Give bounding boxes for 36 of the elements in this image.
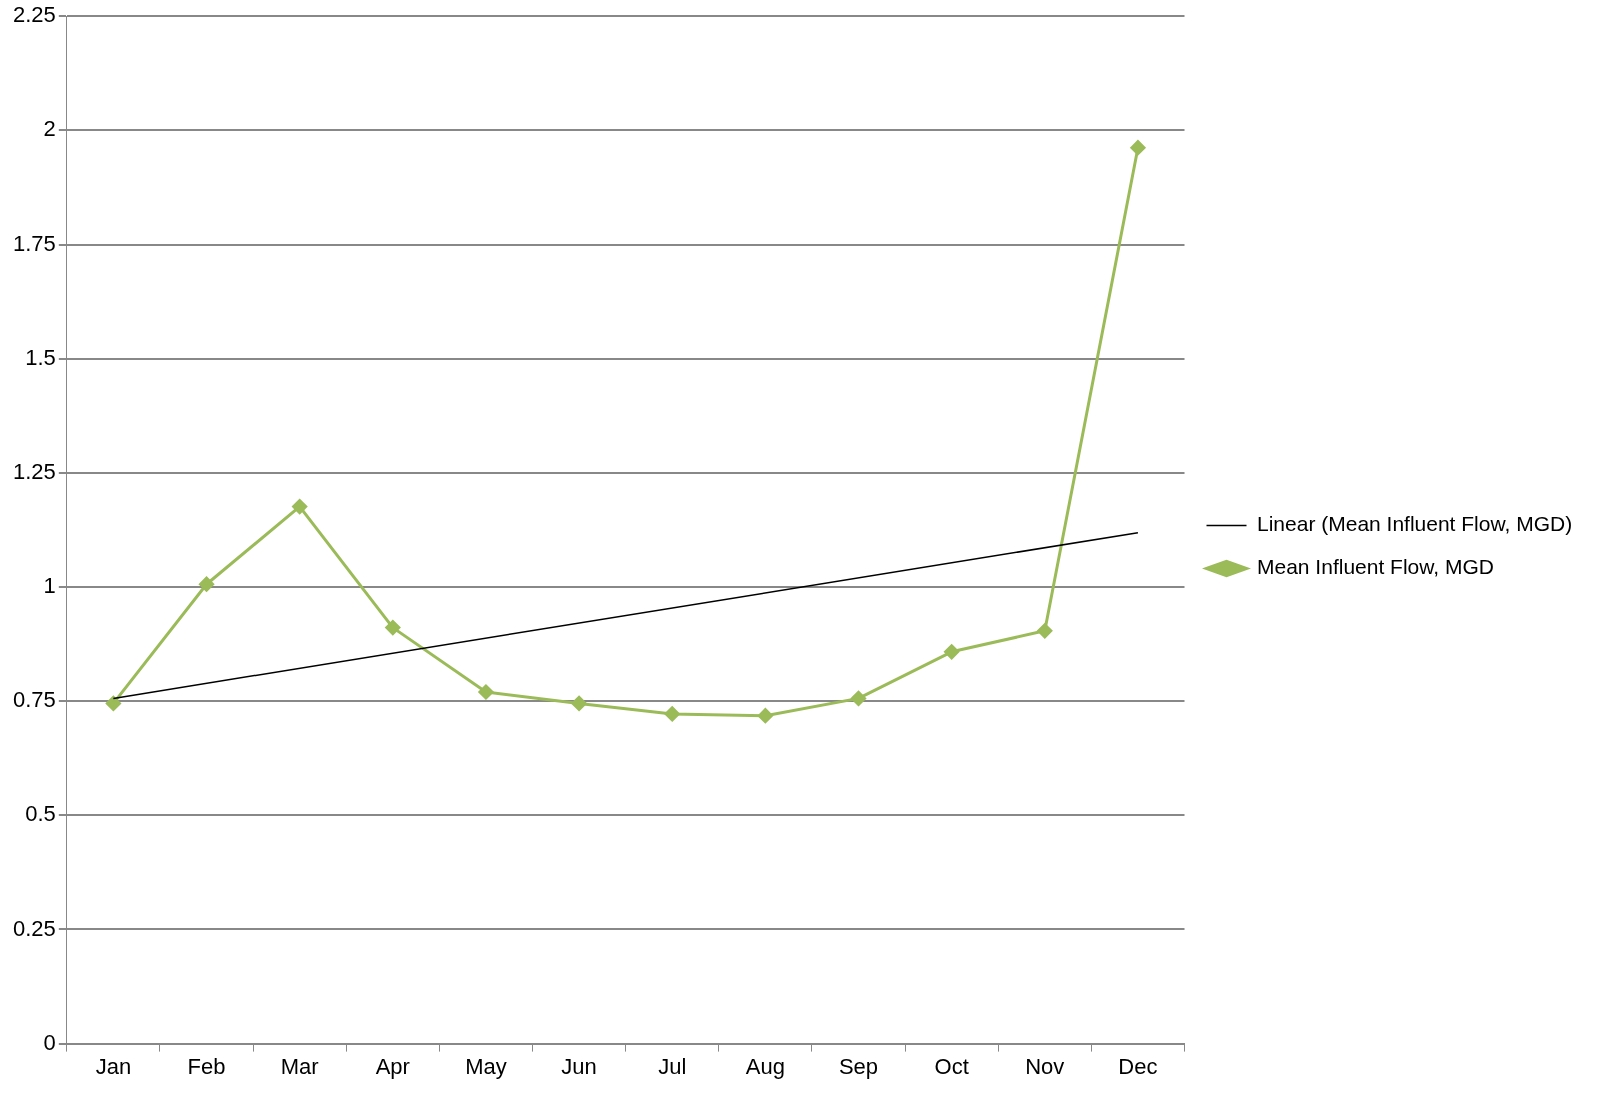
point xyxy=(385,620,401,636)
x-tick-label: Jan xyxy=(95,1053,132,1079)
x-tick-label: Jun xyxy=(561,1053,597,1079)
y-tick-label: 1.25 xyxy=(12,458,56,484)
x-tick-label: Mar xyxy=(280,1053,319,1079)
y-tick-label: 0.25 xyxy=(12,915,56,941)
point xyxy=(1037,623,1053,639)
y-tick-label: 0.75 xyxy=(12,687,56,713)
y-tick-label: 1.75 xyxy=(12,230,56,256)
y-tick-label: 0 xyxy=(43,1029,56,1055)
point xyxy=(851,690,867,706)
y-tick-label: 2 xyxy=(43,116,56,142)
point xyxy=(199,576,215,592)
point xyxy=(105,695,121,711)
x-tick-label: Apr xyxy=(375,1053,410,1079)
point xyxy=(944,644,960,660)
legend-label: Mean Influent Flow, MGD xyxy=(1257,555,1494,579)
x-tick-label: Dec xyxy=(1118,1053,1158,1079)
x-tick-label: Nov xyxy=(1025,1053,1065,1079)
legend-label: Linear (Mean Influent Flow, MGD) xyxy=(1257,512,1573,536)
point xyxy=(571,695,587,711)
y-tick-label: 1 xyxy=(43,573,56,599)
y-tick-label: 2.25 xyxy=(12,2,56,28)
x-tick-label: Feb xyxy=(187,1053,226,1079)
y-tick-label: 0.5 xyxy=(25,801,56,827)
point xyxy=(1130,140,1146,156)
x-tick-label: Jul xyxy=(658,1053,687,1079)
x-tick-label: May xyxy=(465,1053,507,1079)
y-tick-label: 1.5 xyxy=(25,344,56,370)
point xyxy=(478,684,494,700)
point xyxy=(664,706,680,722)
point xyxy=(757,708,773,724)
point xyxy=(292,499,308,515)
x-tick-label: Aug xyxy=(745,1053,785,1079)
x-tick-label: Sep xyxy=(838,1053,879,1079)
x-tick-label: Oct xyxy=(934,1053,969,1079)
